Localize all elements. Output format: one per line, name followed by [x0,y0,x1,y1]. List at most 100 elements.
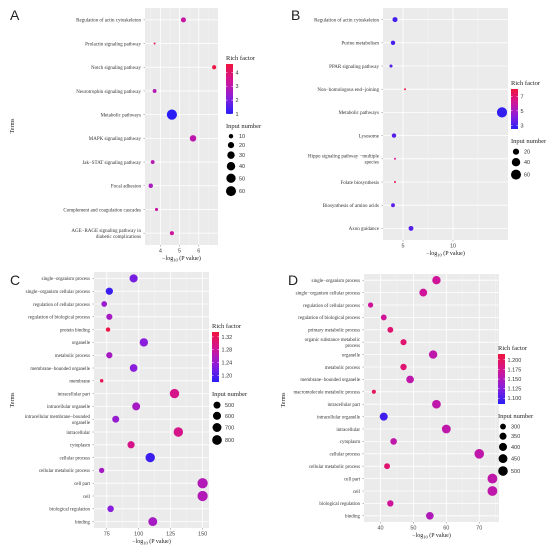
size-legend-label: 400 [511,445,520,451]
term-label-line: organelle [72,341,90,346]
term-label: cellular process [59,456,90,461]
term-label: Notch signaling pathway [91,66,141,71]
x-axis-title-tail: (P value) [148,538,171,545]
term-label-line: Neurotrophin signaling pathway [76,90,141,95]
term-label-line: cell part [74,482,91,487]
size-legend-circle [227,151,235,159]
term-label-line: MAPK signaling pathway [89,137,142,142]
term-label-line: biological regulation [319,502,360,507]
term-label: membrane−bounded organelle [300,378,360,383]
data-point [150,160,155,164]
x-tick-label: 40 [377,526,383,532]
data-point [387,326,394,333]
term-label-line: cytoplasm [70,444,90,449]
data-point [392,17,398,23]
term-label: Metabolic pathways [339,111,379,116]
colorbar-tick-label: 3 [236,84,239,90]
data-point [173,427,184,437]
term-label: intracellular part [328,403,361,408]
data-point [105,287,113,295]
panel-a: A Regulation of actin cytoskeleton Prolact… [10,7,262,263]
term-label-line: Metabolic pathways [101,113,141,118]
term-label-line: single−organism cellular process [26,290,90,295]
colorbar-tick-label: 1.200 [508,358,522,364]
term-label: Neurotrophin signaling pathway [76,90,141,95]
data-point [390,40,396,46]
term-label-line: PPAR signaling pathway [329,65,379,70]
term-label-line: species [365,161,379,166]
data-point [380,314,387,321]
x-axis-title-tail: (P value) [178,255,201,262]
term-label-line: Purine metabolism [341,42,379,47]
plot-background [383,8,508,240]
data-point [129,274,138,283]
term-label-line: cytoplasm [340,440,360,445]
data-point [408,225,414,231]
data-point [98,467,105,474]
panel-letter: D [288,272,298,288]
data-point [153,42,156,45]
x-tick-label: 125 [166,532,175,538]
data-point [487,486,498,496]
x-tick-label: 6 [197,249,200,255]
size-legend-circle [512,148,520,155]
term-label: organelle [72,341,90,346]
term-label: Axon guidance [349,227,380,232]
term-label-line: Non−homologous end−joining [317,88,379,93]
term-label-line: protein binding [60,328,91,333]
term-label: intracellular [336,428,360,433]
data-point [379,412,388,421]
term-label-line: macromolecule metabolic process [293,391,360,396]
term-label-line: cell part [344,477,361,482]
term-label-line: intracellular organelle [47,405,90,410]
size-legend-circle [226,162,236,171]
size-legend-label: 300 [511,425,520,431]
rich-factor-colorbar [226,64,233,114]
term-label: cell part [74,482,91,487]
term-label: Hippo signaling pathway −multiple species [308,155,380,166]
colorbar-tick-label: 1.125 [508,387,522,393]
term-label: intracellular [66,431,90,436]
term-label: cellular metabolic process [309,465,360,470]
term-label-line: diabetic complications [96,235,141,240]
y-axis-title: Terms [281,392,287,408]
term-label: biological regulation [319,502,360,507]
term-label-line: organelle [342,353,360,358]
size-legend-label: 800 [225,438,234,444]
term-label: intracellular membrane−bounded organelle [25,415,91,426]
data-point [189,135,197,142]
term-label: organelle [342,353,360,358]
x-axis-title-tail: (P value) [428,532,451,539]
size-legend-label: 50 [239,176,245,182]
data-point [112,415,120,423]
term-label: cellular process [329,453,360,458]
x-tick-label: 5 [401,244,404,250]
term-label-line: intracellular organelle [317,415,360,420]
term-label-line: regulation of biological process [298,316,360,321]
data-point [145,452,155,463]
term-label: Focal adhesion [111,185,142,190]
plot-background [145,8,218,245]
data-point [419,288,428,297]
term-label-line: Hippo signaling pathway −multiple [308,155,380,160]
x-axis-title: −log10 (P value) [426,250,465,258]
term-label-line: metabolic process [55,354,90,359]
term-label-line: cellular metabolic process [39,469,90,474]
data-point [152,89,157,93]
rich-factor-colorbar [212,332,219,382]
rich-factor-colorbar [498,354,505,404]
term-label: membrane−bounded organelle [30,367,90,372]
x-tick-label: 150 [198,532,207,538]
term-label-line: regulation of biological process [28,316,90,321]
term-label: single−organism cellular process [296,291,360,296]
data-point [169,388,180,399]
size-legend-circle [511,158,521,167]
term-label: PPAR signaling pathway [329,65,379,70]
data-point [496,107,508,118]
colorbar-tick-label: 3 [521,123,524,129]
plot-background [364,274,499,522]
term-label-line: metabolic process [325,366,360,371]
data-point [107,505,114,513]
term-label: membrane [69,380,90,385]
